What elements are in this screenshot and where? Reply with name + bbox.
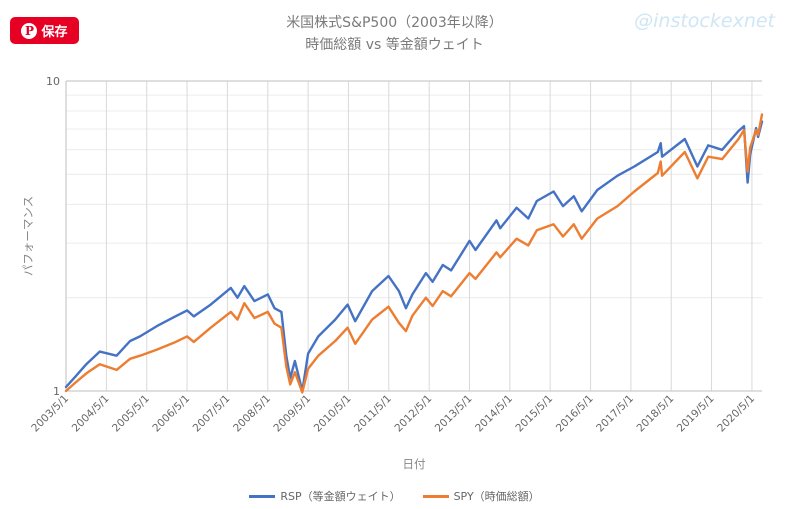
series-line-rsp xyxy=(64,120,764,393)
pinterest-icon: P xyxy=(21,22,38,39)
y-tick-label: 1 xyxy=(53,385,60,398)
save-button-label: 保存 xyxy=(41,25,68,40)
legend-swatch-rsp xyxy=(249,494,276,498)
x-tick-label: 2012/5/1 xyxy=(392,393,434,435)
x-tick-label: 2016/5/1 xyxy=(554,393,596,435)
x-tick-label: 2011/5/1 xyxy=(352,393,394,435)
x-tick-label: 2005/5/1 xyxy=(110,393,152,435)
chart-title: 米国株式S&P500（2003年以降） xyxy=(286,15,503,31)
x-tick-label: 2010/5/1 xyxy=(312,393,354,435)
legend-label-rsp: RSP（等金額ウェイト） xyxy=(280,490,401,503)
series-line-spy xyxy=(64,113,764,394)
save-button[interactable]: P 保存 xyxy=(10,17,79,44)
x-tick-label: 2003/5/1 xyxy=(29,393,71,435)
watermark: @instockexnet xyxy=(634,10,775,32)
x-tick-label: 2009/5/1 xyxy=(271,393,313,435)
y-axis-title: パフォーマンス xyxy=(21,196,35,276)
x-tick-label: 2019/5/1 xyxy=(675,393,717,435)
x-tick-label: 2015/5/1 xyxy=(513,393,555,435)
chart-title-block: 米国株式S&P500（2003年以降） 時価総額 vs 等金額ウェイト xyxy=(0,12,789,56)
legend-item-spy: SPY（時価総額） xyxy=(422,488,540,504)
x-tick-label: 2020/5/1 xyxy=(715,393,757,435)
legend: RSP（等金額ウェイト） SPY（時価総額） xyxy=(0,488,789,504)
x-tick-label: 2004/5/1 xyxy=(70,393,112,435)
chart-subtitle: 時価総額 vs 等金額ウェイト xyxy=(305,37,484,53)
x-tick-label: 2013/5/1 xyxy=(433,393,475,435)
x-tick-label: 2006/5/1 xyxy=(150,393,192,435)
x-tick-label: 2007/5/1 xyxy=(191,393,233,435)
x-tick-label: 2017/5/1 xyxy=(594,393,636,435)
x-tick-label: 2008/5/1 xyxy=(231,393,273,435)
y-tick-label: 10 xyxy=(46,75,60,88)
x-tick-label: 2018/5/1 xyxy=(634,393,676,435)
legend-item-rsp: RSP（等金額ウェイト） xyxy=(249,488,401,504)
legend-swatch-spy xyxy=(422,494,449,498)
x-tick-label: 2014/5/1 xyxy=(473,393,515,435)
x-axis-title: 日付 xyxy=(403,457,426,471)
legend-label-spy: SPY（時価総額） xyxy=(453,490,540,503)
